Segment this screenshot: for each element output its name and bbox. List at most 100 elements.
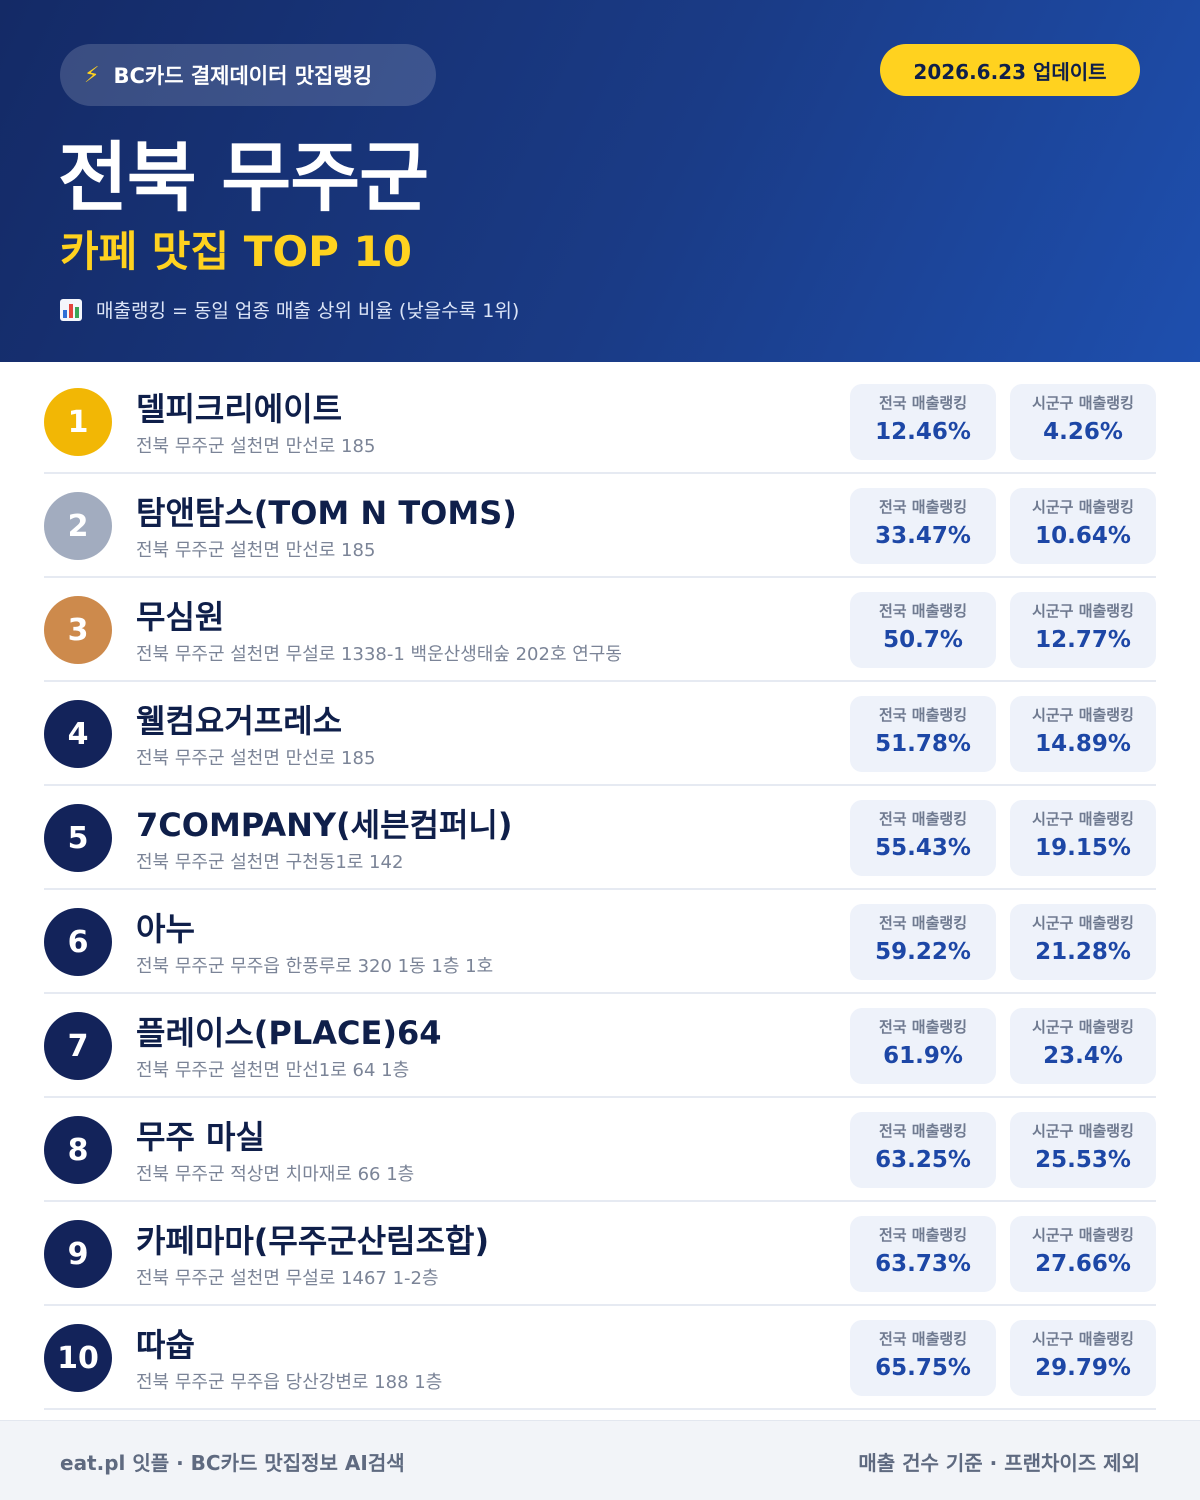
ranking-row[interactable]: 2 탐앤탐스(TOM N TOMS) 전북 무주군 설천면 만선로 185 전국…: [44, 474, 1156, 578]
local-ranking-value: 29.79%: [1035, 1355, 1131, 1381]
national-ranking-label: 전국 매출랭킹: [878, 394, 968, 412]
local-ranking-value: 21.28%: [1035, 939, 1131, 965]
rank-badge: 1: [44, 388, 112, 456]
restaurant-name: 아누: [136, 910, 195, 948]
local-ranking-box: 시군구 매출랭킹 27.66%: [1010, 1216, 1156, 1292]
page-subtitle: 카페 맛집 TOP 10: [60, 227, 413, 276]
local-ranking-label: 시군구 매출랭킹: [1032, 1330, 1134, 1348]
local-ranking-box: 시군구 매출랭킹 19.15%: [1010, 800, 1156, 876]
local-ranking-value: 12.77%: [1035, 627, 1131, 653]
local-ranking-label: 시군구 매출랭킹: [1032, 394, 1134, 412]
ranking-row[interactable]: 6 아누 전북 무주군 무주읍 한풍루로 320 1동 1층 1호 전국 매출랭…: [44, 890, 1156, 994]
ranking-row[interactable]: 7 플레이스(PLACE)64 전북 무주군 설천면 만선1로 64 1층 전국…: [44, 994, 1156, 1098]
national-ranking-label: 전국 매출랭킹: [878, 706, 968, 724]
national-ranking-box: 전국 매출랭킹 12.46%: [850, 384, 996, 460]
rank-badge: 8: [44, 1116, 112, 1184]
restaurant-address: 전북 무주군 설천면 무설로 1338-1 백운산생태숲 202호 연구동: [136, 644, 622, 665]
rank-badge: 3: [44, 596, 112, 664]
national-ranking-label: 전국 매출랭킹: [878, 810, 968, 828]
restaurant-name: 카페마마(무주군산림조합): [136, 1222, 490, 1260]
local-ranking-label: 시군구 매출랭킹: [1032, 498, 1134, 516]
local-ranking-label: 시군구 매출랭킹: [1032, 914, 1134, 932]
national-ranking-label: 전국 매출랭킹: [878, 1122, 968, 1140]
local-ranking-value: 19.15%: [1035, 835, 1131, 861]
restaurant-address: 전북 무주군 설천면 무설로 1467 1-2층: [136, 1268, 439, 1289]
restaurant-address: 전북 무주군 설천면 만선로 185: [136, 748, 376, 769]
national-ranking-box: 전국 매출랭킹 59.22%: [850, 904, 996, 980]
local-ranking-label: 시군구 매출랭킹: [1032, 1122, 1134, 1140]
national-ranking-value: 61.9%: [883, 1043, 963, 1069]
national-ranking-label: 전국 매출랭킹: [878, 1226, 968, 1244]
national-ranking-value: 59.22%: [875, 939, 971, 965]
page-title: 전북 무주군: [58, 133, 429, 222]
national-ranking-box: 전국 매출랭킹 33.47%: [850, 488, 996, 564]
local-ranking-label: 시군구 매출랭킹: [1032, 810, 1134, 828]
restaurant-name: 무심원: [136, 598, 225, 636]
rank-badge: 2: [44, 492, 112, 560]
national-ranking-box: 전국 매출랭킹 55.43%: [850, 800, 996, 876]
restaurant-name: 7COMPANY(세븐컴퍼니): [136, 806, 513, 844]
footer-note: 매출 건수 기준 · 프랜차이즈 제외: [858, 1451, 1140, 1475]
national-ranking-value: 65.75%: [875, 1355, 971, 1381]
footer-brand: eat.pl 잇플 · BC카드 맛집정보 AI검색: [60, 1451, 405, 1475]
ranking-row[interactable]: 1 델피크리에이트 전북 무주군 설천면 만선로 185 전국 매출랭킹 12.…: [44, 370, 1156, 474]
restaurant-name: 델피크리에이트: [136, 390, 343, 428]
local-ranking-value: 23.4%: [1043, 1043, 1123, 1069]
national-ranking-box: 전국 매출랭킹 50.7%: [850, 592, 996, 668]
bar-chart-icon: [60, 298, 82, 321]
restaurant-address: 전북 무주군 무주읍 당산강변로 188 1층: [136, 1372, 443, 1393]
local-ranking-box: 시군구 매출랭킹 25.53%: [1010, 1112, 1156, 1188]
national-ranking-box: 전국 매출랭킹 63.73%: [850, 1216, 996, 1292]
ranking-row[interactable]: 3 무심원 전북 무주군 설천면 무설로 1338-1 백운산생태숲 202호 …: [44, 578, 1156, 682]
rank-badge: 5: [44, 804, 112, 872]
local-ranking-value: 4.26%: [1043, 419, 1123, 445]
rank-badge: 9: [44, 1220, 112, 1288]
local-ranking-box: 시군구 매출랭킹 4.26%: [1010, 384, 1156, 460]
local-ranking-label: 시군구 매출랭킹: [1032, 706, 1134, 724]
restaurant-address: 전북 무주군 무주읍 한풍루로 320 1동 1층 1호: [136, 956, 494, 977]
national-ranking-value: 63.25%: [875, 1147, 971, 1173]
national-ranking-value: 33.47%: [875, 523, 971, 549]
ranking-row[interactable]: 4 웰컴요거프레소 전북 무주군 설천면 만선로 185 전국 매출랭킹 51.…: [44, 682, 1156, 786]
restaurant-name: 무주 마실: [136, 1118, 265, 1156]
national-ranking-label: 전국 매출랭킹: [878, 1330, 968, 1348]
national-ranking-label: 전국 매출랭킹: [878, 498, 968, 516]
restaurant-address: 전북 무주군 설천면 구천동1로 142: [136, 852, 404, 873]
ranking-legend: 매출랭킹 = 동일 업종 매출 상위 비율 (낮을수록 1위): [60, 296, 519, 323]
local-ranking-value: 25.53%: [1035, 1147, 1131, 1173]
ranking-row[interactable]: 9 카페마마(무주군산림조합) 전북 무주군 설천면 무설로 1467 1-2층…: [44, 1202, 1156, 1306]
source-badge: ⚡ BC카드 결제데이터 맛집랭킹: [60, 44, 436, 106]
header-banner: ⚡ BC카드 결제데이터 맛집랭킹 2026.6.23 업데이트 전북 무주군 …: [0, 0, 1200, 362]
local-ranking-value: 14.89%: [1035, 731, 1131, 757]
ranking-list: 1 델피크리에이트 전북 무주군 설천면 만선로 185 전국 매출랭킹 12.…: [44, 370, 1156, 1410]
national-ranking-label: 전국 매출랭킹: [878, 914, 968, 932]
update-date-badge: 2026.6.23 업데이트: [880, 44, 1140, 96]
national-ranking-box: 전국 매출랭킹 51.78%: [850, 696, 996, 772]
ranking-row[interactable]: 10 따숩 전북 무주군 무주읍 당산강변로 188 1층 전국 매출랭킹 65…: [44, 1306, 1156, 1410]
restaurant-address: 전북 무주군 설천면 만선1로 64 1층: [136, 1060, 410, 1081]
rank-badge: 10: [44, 1324, 112, 1392]
source-label: BC카드 결제데이터 맛집랭킹: [113, 64, 373, 88]
national-ranking-box: 전국 매출랭킹 63.25%: [850, 1112, 996, 1188]
ranking-row[interactable]: 5 7COMPANY(세븐컴퍼니) 전북 무주군 설천면 구천동1로 142 전…: [44, 786, 1156, 890]
national-ranking-box: 전국 매출랭킹 65.75%: [850, 1320, 996, 1396]
local-ranking-box: 시군구 매출랭킹 10.64%: [1010, 488, 1156, 564]
ranking-row[interactable]: 8 무주 마실 전북 무주군 적상면 치마재로 66 1층 전국 매출랭킹 63…: [44, 1098, 1156, 1202]
national-ranking-value: 51.78%: [875, 731, 971, 757]
restaurant-address: 전북 무주군 설천면 만선로 185: [136, 540, 376, 561]
rank-badge: 7: [44, 1012, 112, 1080]
rank-badge: 6: [44, 908, 112, 976]
local-ranking-box: 시군구 매출랭킹 14.89%: [1010, 696, 1156, 772]
restaurant-name: 따숩: [136, 1326, 195, 1364]
national-ranking-value: 63.73%: [875, 1251, 971, 1277]
local-ranking-box: 시군구 매출랭킹 23.4%: [1010, 1008, 1156, 1084]
restaurant-name: 웰컴요거프레소: [136, 702, 343, 740]
local-ranking-value: 27.66%: [1035, 1251, 1131, 1277]
restaurant-address: 전북 무주군 설천면 만선로 185: [136, 436, 376, 457]
local-ranking-label: 시군구 매출랭킹: [1032, 1226, 1134, 1244]
rank-badge: 4: [44, 700, 112, 768]
local-ranking-label: 시군구 매출랭킹: [1032, 602, 1134, 620]
national-ranking-box: 전국 매출랭킹 61.9%: [850, 1008, 996, 1084]
national-ranking-value: 55.43%: [875, 835, 971, 861]
local-ranking-box: 시군구 매출랭킹 21.28%: [1010, 904, 1156, 980]
